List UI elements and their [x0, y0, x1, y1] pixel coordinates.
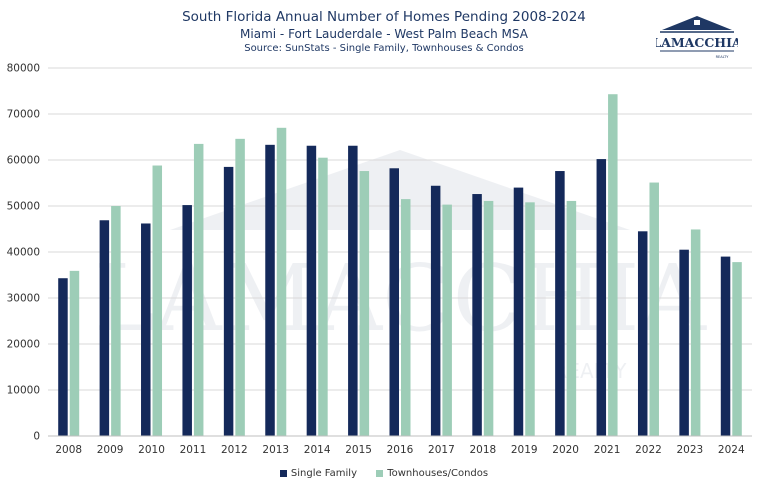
bar-townhouses-2022: [649, 182, 659, 436]
bar-townhouses-2024: [732, 262, 742, 436]
x-tick-label: 2018: [469, 444, 496, 456]
y-tick-label: 0: [33, 431, 40, 443]
y-tick-label: 20000: [7, 339, 40, 351]
chart-source: Source: SunStats - Single Family, Townho…: [244, 43, 524, 54]
x-tick-label: 2019: [511, 444, 538, 456]
logo-subtext: REALTY: [716, 55, 730, 59]
bar-single-family-2019: [513, 187, 524, 436]
bar-single-family-2017: [430, 185, 441, 436]
chart-titles: South Florida Annual Number of Homes Pen…: [0, 8, 768, 56]
y-tick-label: 30000: [7, 293, 40, 305]
gridlines: [48, 67, 752, 391]
bar-townhouses-2023: [690, 229, 701, 436]
bar-townhouses-2021: [608, 94, 618, 436]
bar-single-family-2020: [555, 171, 565, 437]
x-tick-label: 2015: [345, 444, 372, 456]
y-axis: 0 10000 20000 30000 40000 50000 60000 70000 8000…: [7, 63, 40, 443]
y-tick-label: 60000: [7, 155, 40, 167]
bar-townhouses-2018: [483, 200, 494, 436]
legend-item-single-family: Single Family: [279, 468, 357, 479]
y-tick-label: 80000: [7, 63, 40, 75]
bar-single-family-2012: [223, 166, 234, 436]
x-tick-label: 2020: [552, 444, 579, 456]
y-tick-label: 10000: [7, 385, 40, 397]
x-tick-label: 2024: [718, 444, 745, 456]
y-tick-label: 40000: [7, 247, 40, 259]
bar-single-family-2013: [265, 144, 275, 436]
x-tick-label: 2023: [677, 444, 704, 456]
bar-single-family-2016: [389, 168, 399, 436]
bar-single-family-2021: [596, 159, 607, 436]
x-tick-label: 2011: [180, 444, 207, 456]
x-tick-label: 2014: [304, 444, 331, 456]
bar-townhouses-2011: [193, 143, 204, 436]
bar-single-family-2009: [99, 220, 110, 436]
legend-label-single-family: Single Family: [290, 468, 357, 479]
bar-townhouses-2012: [235, 138, 245, 436]
bar-townhouses-2010: [152, 165, 163, 436]
bar-townhouses-2015: [359, 171, 370, 437]
bar-single-family-2023: [679, 249, 689, 436]
logo-text: LAMACCHIA: [656, 35, 738, 50]
bar-townhouses-2020: [566, 200, 577, 436]
bar-townhouses-2016: [401, 199, 411, 436]
lamacchia-logo: LAMACCHIA REALTY: [656, 16, 738, 59]
bar-single-family-2011: [182, 205, 192, 436]
bar-single-family-2015: [348, 145, 358, 437]
x-tick-label: 2021: [594, 444, 621, 456]
bar-single-family-2018: [472, 194, 482, 436]
x-axis: 2008 2009 2010 2011 2012 2013 2014 2015 2016 2017…: [48, 435, 752, 456]
legend-swatch-single-family: [279, 470, 287, 477]
x-tick-label: 2017: [428, 444, 455, 456]
bars: [58, 94, 742, 437]
legend-label-townhouses: Townhouses/Condos: [387, 468, 489, 479]
bar-townhouses-2013: [276, 127, 287, 437]
x-tick-label: 2008: [55, 444, 82, 456]
legend: Single Family Townhouses/Condos: [0, 468, 768, 480]
x-tick-label: 2013: [262, 444, 289, 456]
bar-single-family-2022: [637, 231, 648, 436]
legend-item-townhouses: Townhouses/Condos: [376, 468, 488, 479]
bar-single-family-2010: [141, 223, 151, 436]
x-tick-label: 2009: [97, 444, 124, 456]
y-tick-label: 50000: [7, 201, 40, 213]
chart-subtitle: Miami - Fort Lauderdale - West Palm Beac…: [240, 27, 528, 41]
x-tick-label: 2010: [138, 444, 165, 456]
bar-townhouses-2017: [442, 204, 452, 436]
x-tick-label: 2022: [635, 444, 662, 456]
x-tick-label: 2012: [221, 444, 248, 456]
bar-single-family-2014: [306, 145, 317, 437]
bar-single-family-2008: [58, 278, 68, 436]
y-tick-label: 70000: [7, 109, 40, 121]
x-tick-label: 2016: [387, 444, 414, 456]
bar-single-family-2024: [720, 256, 731, 436]
chart-title: South Florida Annual Number of Homes Pen…: [182, 9, 586, 25]
bar-townhouses-2019: [525, 202, 535, 436]
bar-townhouses-2014: [318, 157, 328, 436]
legend-swatch-townhouses: [376, 470, 384, 477]
bar-townhouses-2009: [111, 206, 121, 436]
bar-townhouses-2008: [69, 270, 80, 436]
